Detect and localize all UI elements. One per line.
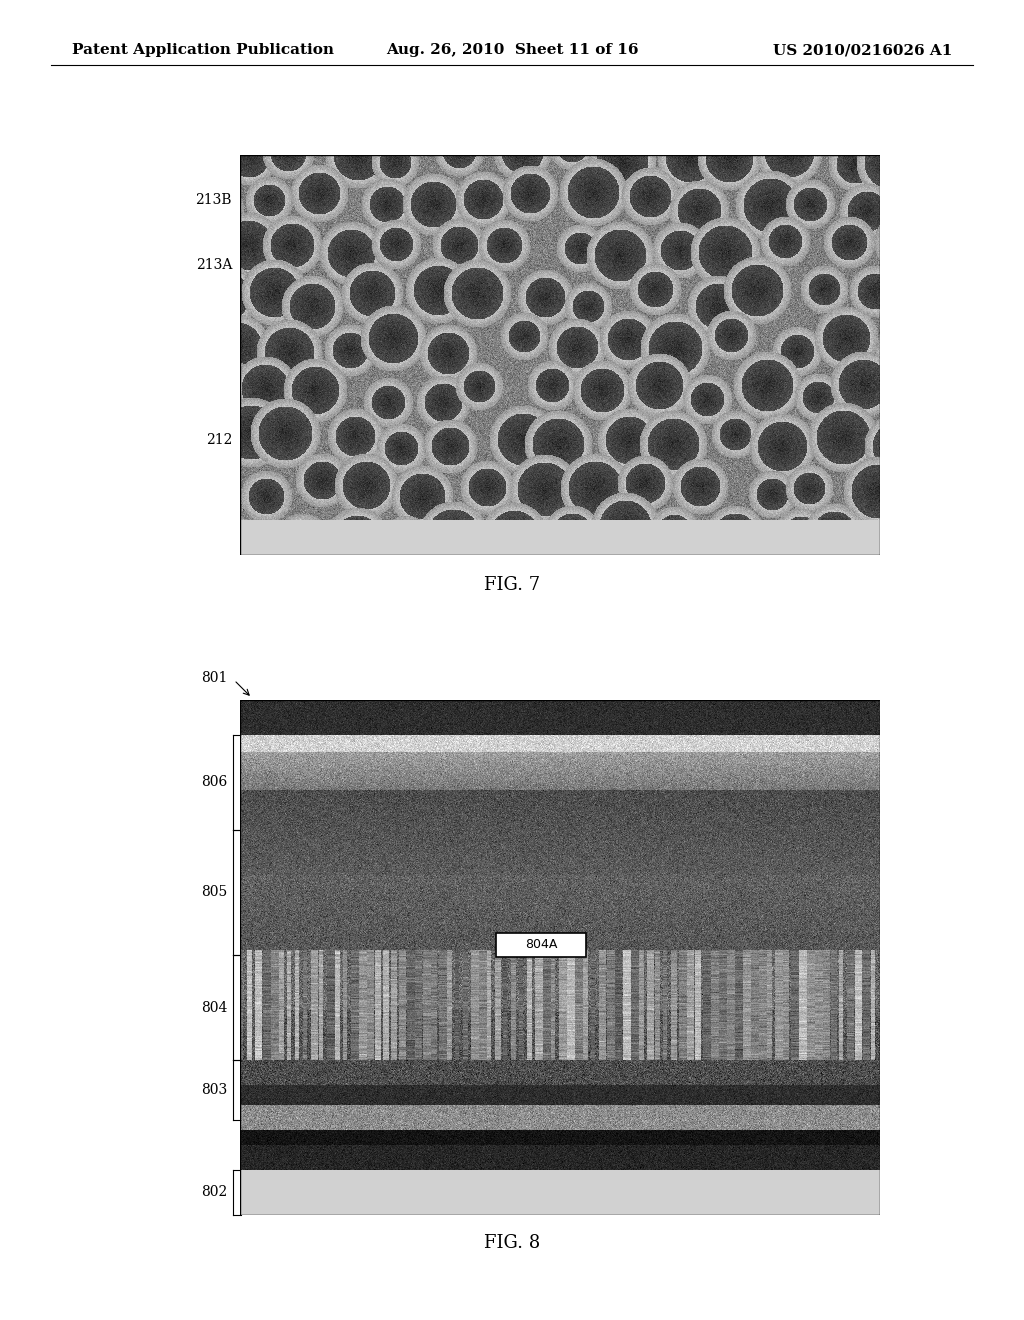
- Text: Aug. 26, 2010  Sheet 11 of 16: Aug. 26, 2010 Sheet 11 of 16: [386, 44, 638, 57]
- Text: 801: 801: [202, 671, 228, 685]
- Text: FIG. 7: FIG. 7: [484, 576, 540, 594]
- Text: 804: 804: [201, 1001, 227, 1015]
- Text: 806: 806: [201, 776, 227, 789]
- Text: 803: 803: [201, 1082, 227, 1097]
- Bar: [240, 154, 880, 554]
- Bar: [497, 933, 587, 957]
- Text: Patent Application Publication: Patent Application Publication: [72, 44, 334, 57]
- Text: 212: 212: [206, 433, 232, 447]
- Text: 805: 805: [201, 886, 227, 899]
- Text: 802: 802: [201, 1185, 227, 1200]
- Text: US 2010/0216026 A1: US 2010/0216026 A1: [773, 44, 952, 57]
- Text: 804A: 804A: [525, 939, 557, 952]
- Text: FIG. 8: FIG. 8: [484, 1234, 540, 1251]
- Bar: [240, 700, 880, 1214]
- Text: 213A: 213A: [196, 257, 232, 272]
- Text: 213B: 213B: [196, 193, 232, 207]
